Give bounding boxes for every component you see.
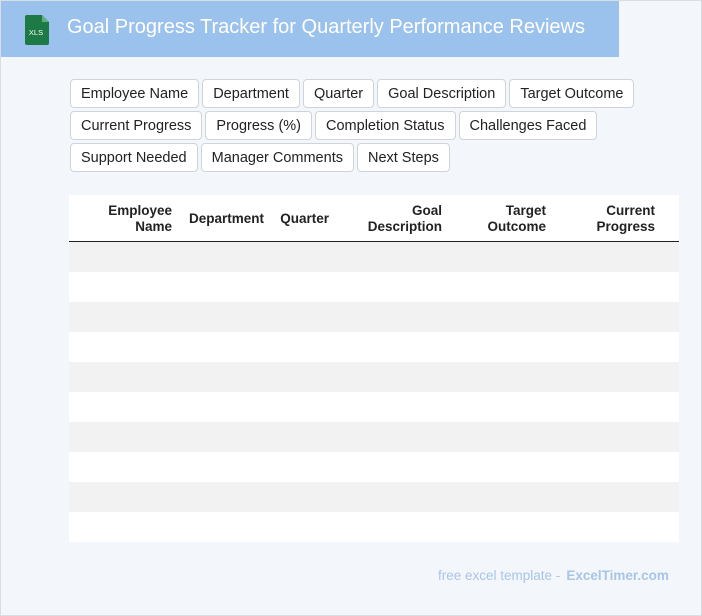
- chip-manager-comments[interactable]: Manager Comments: [200, 143, 354, 172]
- col-employee-name: Employee Name: [108, 203, 172, 234]
- table-header: Employee Name Department Quarter Goal De…: [69, 195, 679, 242]
- footer-credit: free excel template - ExcelTimer.com: [438, 568, 669, 583]
- chip-goal-description[interactable]: Goal Description: [377, 79, 507, 108]
- table-row[interactable]: [69, 272, 679, 302]
- chip-challenges-faced[interactable]: Challenges Faced: [458, 111, 598, 140]
- table-body: [69, 242, 679, 542]
- chip-progress-percent[interactable]: Progress (%): [205, 111, 313, 140]
- page-title: Goal Progress Tracker for Quarterly Perf…: [67, 16, 585, 38]
- footer-brand-link[interactable]: ExcelTimer.com: [566, 568, 669, 583]
- table-row[interactable]: [69, 452, 679, 482]
- col-department: Department: [188, 211, 264, 226]
- chip-next-steps[interactable]: Next Steps: [356, 143, 450, 172]
- chip-target-outcome[interactable]: Target Outcome: [509, 79, 635, 108]
- chip-support-needed[interactable]: Support Needed: [70, 143, 198, 172]
- tracker-table: Employee Name Department Quarter Goal De…: [69, 195, 679, 542]
- col-goal-description: Goal Description: [367, 203, 442, 234]
- table-row[interactable]: [69, 362, 679, 392]
- table-row[interactable]: [69, 242, 679, 272]
- col-current-progress: Current Progress: [596, 203, 655, 234]
- table-row[interactable]: [69, 302, 679, 332]
- chip-current-progress[interactable]: Current Progress: [70, 111, 203, 140]
- table-row[interactable]: [69, 332, 679, 362]
- footer-text: free excel template -: [438, 568, 561, 583]
- xls-file-icon: XLS: [25, 15, 49, 45]
- chip-quarter[interactable]: Quarter: [302, 79, 375, 108]
- table-row[interactable]: [69, 482, 679, 512]
- col-quarter: Quarter: [280, 211, 329, 226]
- chip-employee-name[interactable]: Employee Name: [70, 79, 200, 108]
- chip-department[interactable]: Department: [202, 79, 300, 108]
- table-row[interactable]: [69, 422, 679, 452]
- table-row[interactable]: [69, 512, 679, 542]
- header-banner: XLS Goal Progress Tracker for Quarterly …: [1, 1, 619, 57]
- xls-icon-label: XLS: [29, 28, 43, 37]
- table-row[interactable]: [69, 392, 679, 422]
- field-chip-list: Employee Name Department Quarter Goal De…: [70, 79, 660, 172]
- chip-completion-status[interactable]: Completion Status: [315, 111, 456, 140]
- col-target-outcome: Target Outcome: [487, 203, 546, 234]
